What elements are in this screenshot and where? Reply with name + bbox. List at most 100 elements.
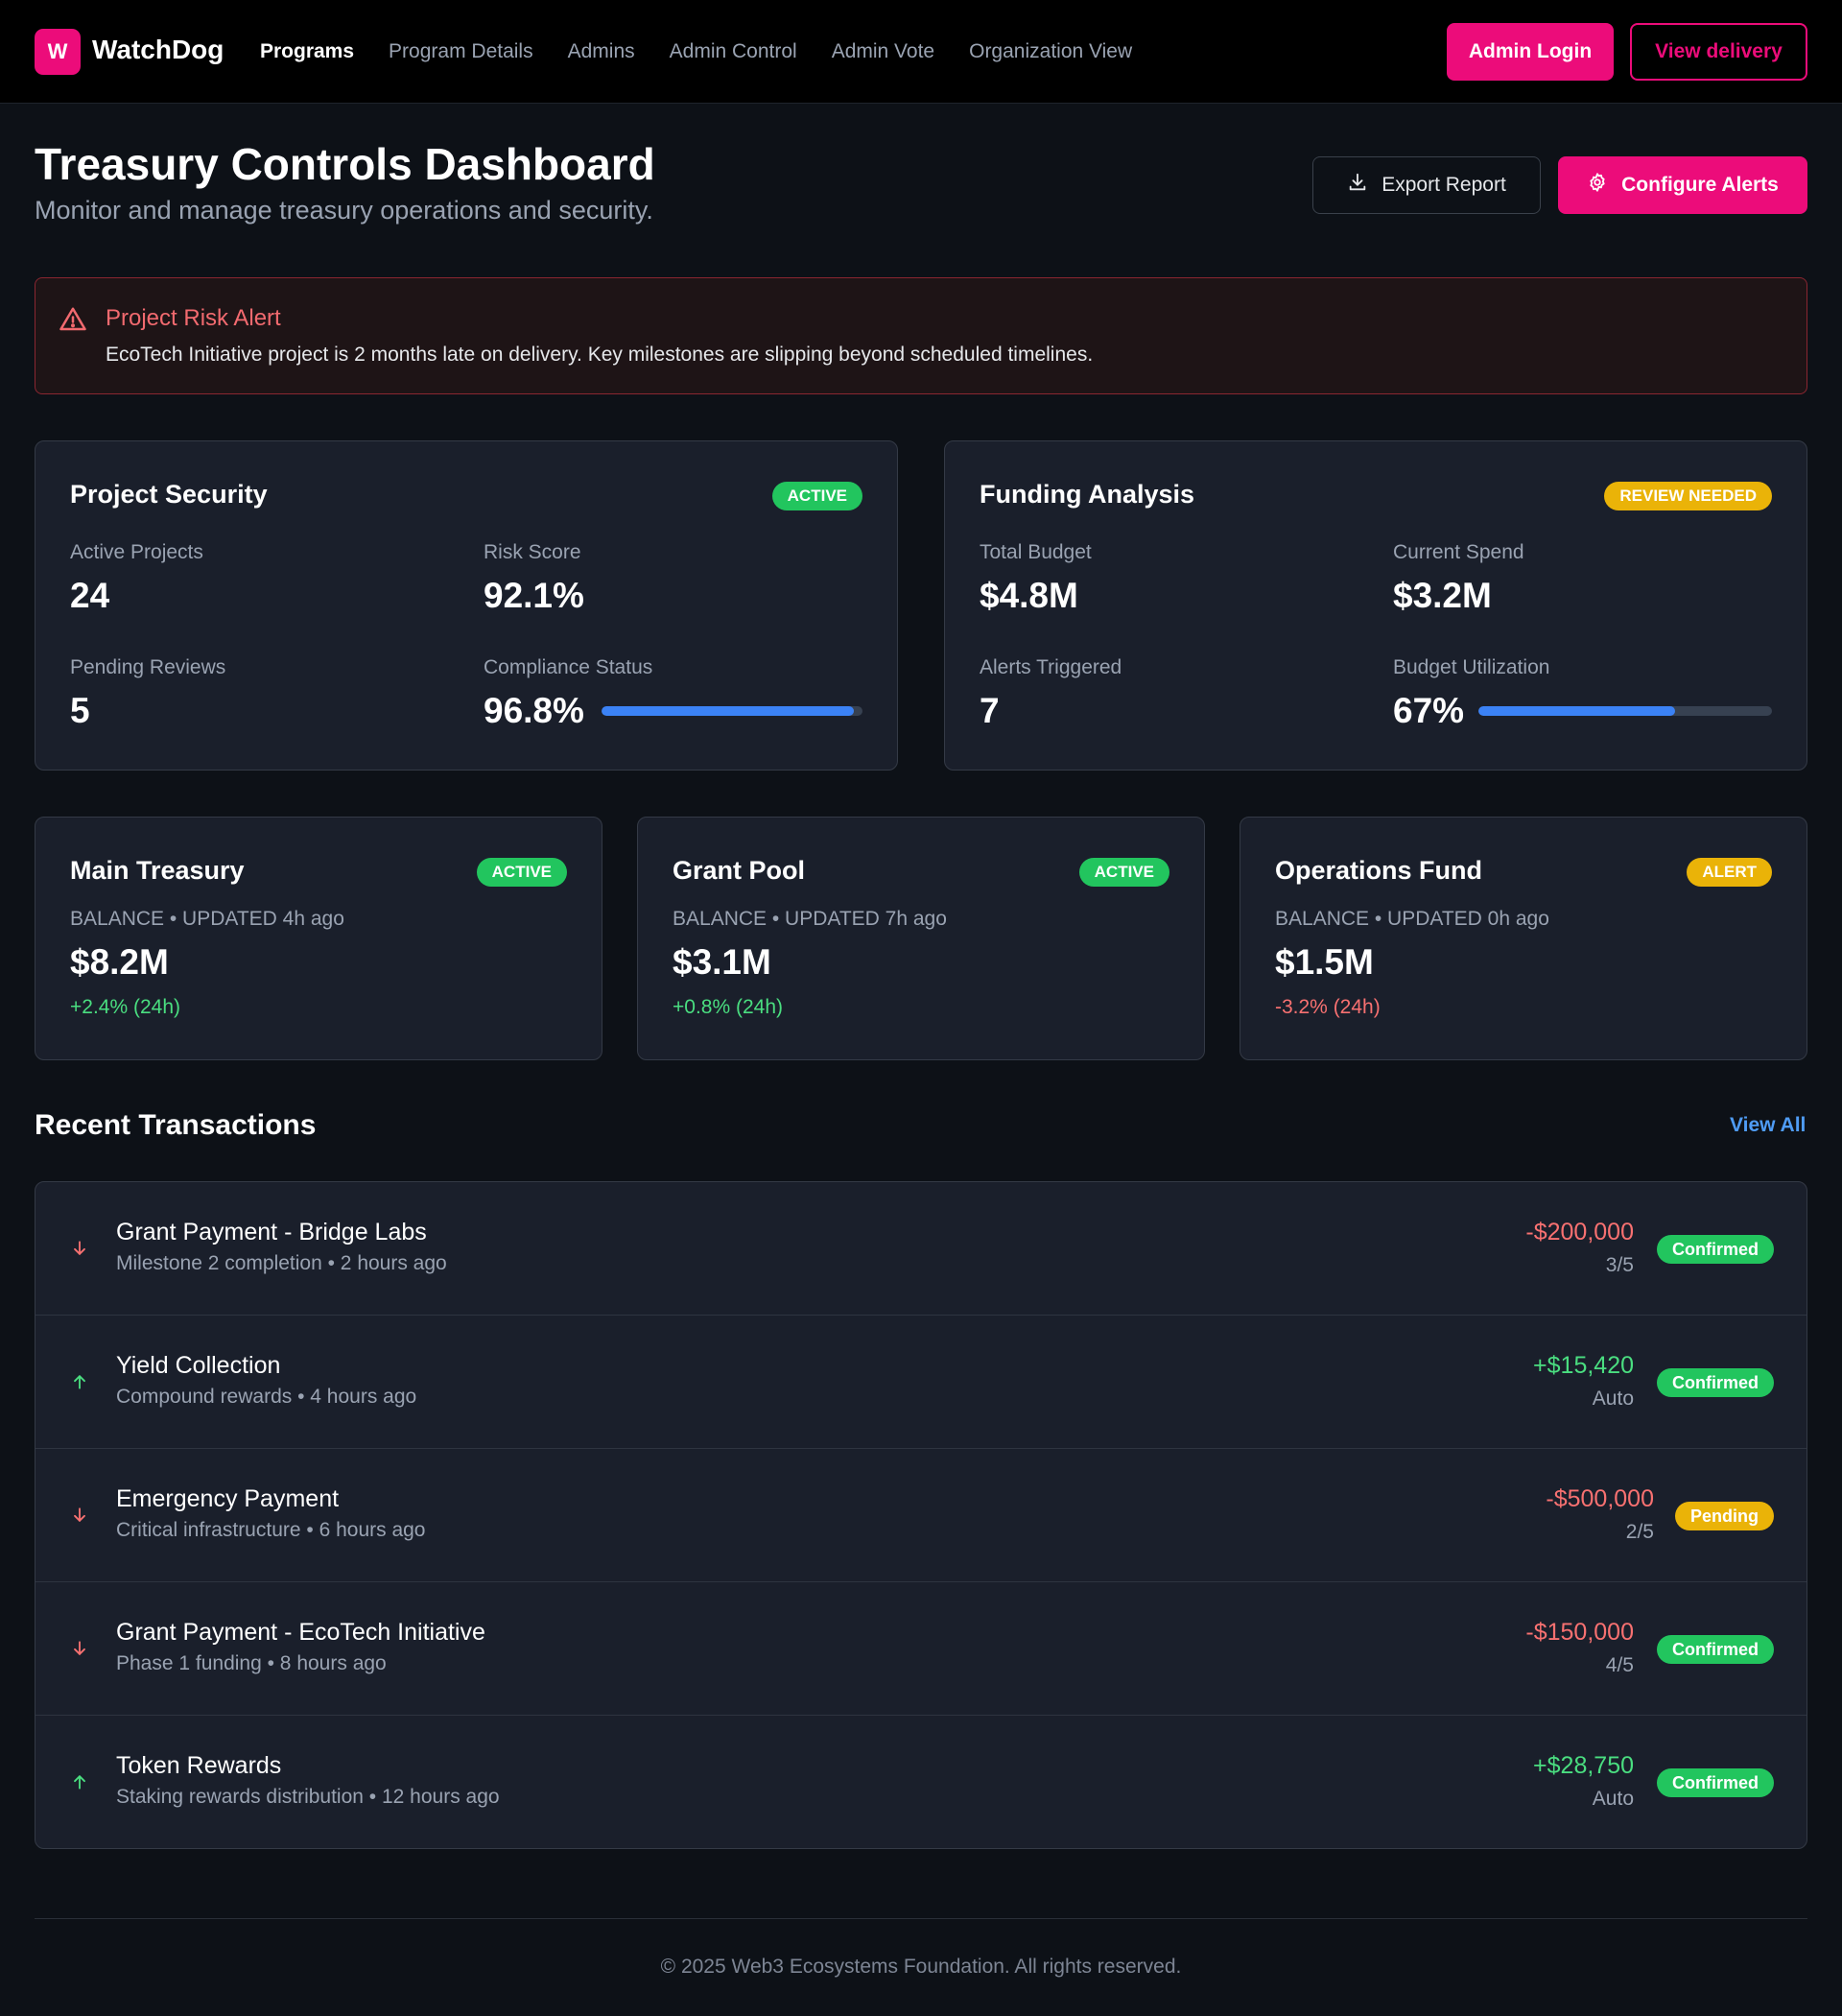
status-badge: ACTIVE: [476, 858, 567, 887]
transaction-details: Staking rewards distribution • 12 hours …: [116, 1786, 500, 1808]
nav-program-details[interactable]: Program Details: [389, 40, 533, 62]
funding-analysis-card: Funding Analysis REVIEW NEEDED Total Bud…: [944, 440, 1807, 771]
stat-value: 67%: [1393, 691, 1465, 730]
transaction-row[interactable]: Yield Collection Compound rewards • 4 ho…: [35, 1316, 1807, 1449]
main-nav: Programs Program Details Admins Admin Co…: [260, 38, 1167, 65]
brand-name[interactable]: WatchDog: [92, 35, 224, 64]
status-badge: REVIEW NEEDED: [1604, 482, 1772, 510]
treasury-change: -3.2% (24h): [1275, 996, 1381, 1018]
status-badge: ALERT: [1687, 858, 1772, 887]
status-badge: Confirmed: [1657, 1235, 1774, 1264]
transaction-details: Compound rewards • 4 hours ago: [116, 1386, 417, 1408]
treasury-meta: BALANCE • UPDATED 7h ago: [673, 908, 947, 930]
logo-badge[interactable]: W: [35, 29, 81, 75]
arrow-up-icon: [70, 1371, 89, 1397]
treasury-name: Operations Fund: [1275, 856, 1482, 885]
nav-programs[interactable]: Programs: [260, 40, 355, 62]
transaction-details: Phase 1 funding • 8 hours ago: [116, 1652, 387, 1674]
view-all-link[interactable]: View All: [1730, 1114, 1807, 1136]
export-report-label: Export Report: [1382, 174, 1506, 196]
transaction-row[interactable]: Grant Payment - EcoTech Initiative Phase…: [35, 1582, 1807, 1716]
footer-divider: [35, 1918, 1807, 1919]
stat-label: Compliance Status: [484, 656, 653, 678]
status-badge: Confirmed: [1657, 1768, 1774, 1797]
transaction-title: Grant Payment - EcoTech Initiative: [116, 1619, 485, 1646]
stat-label: Alerts Triggered: [980, 656, 1122, 678]
treasury-balance: $8.2M: [70, 942, 169, 982]
arrow-down-icon: [70, 1238, 89, 1264]
transaction-amount: -$150,000: [1525, 1619, 1634, 1646]
configure-alerts-button[interactable]: Configure Alerts: [1558, 156, 1807, 214]
transaction-title: Grant Payment - Bridge Labs: [116, 1219, 427, 1245]
nav-admin-control[interactable]: Admin Control: [669, 40, 797, 62]
stat-label: Total Budget: [980, 541, 1092, 563]
transaction-amount: +$28,750: [1533, 1752, 1634, 1779]
stat-value: 92.1%: [484, 576, 584, 615]
stat-label: Current Spend: [1393, 541, 1524, 563]
alert-title: Project Risk Alert: [106, 305, 281, 331]
transaction-amount-group: +$15,420 Auto: [1533, 1352, 1634, 1411]
admin-login-button[interactable]: Admin Login: [1447, 23, 1614, 81]
stat-label: Budget Utilization: [1393, 656, 1550, 678]
transaction-row[interactable]: Emergency Payment Critical infrastructur…: [35, 1449, 1807, 1582]
stat-value: 24: [70, 576, 110, 615]
treasury-balance: $1.5M: [1275, 942, 1374, 982]
transaction-amount-group: -$500,000 2/5: [1546, 1485, 1654, 1544]
project-security-card: Project Security ACTIVE Active Projects …: [35, 440, 898, 771]
transaction-title: Yield Collection: [116, 1352, 281, 1379]
transaction-signatures: 4/5: [1605, 1654, 1634, 1676]
arrow-up-icon: [70, 1771, 89, 1797]
transaction-amount-group: -$200,000 3/5: [1525, 1219, 1634, 1277]
download-icon: [1347, 172, 1368, 199]
nav-admin-vote[interactable]: Admin Vote: [831, 40, 935, 62]
nav-organization-view[interactable]: Organization View: [969, 40, 1133, 62]
stat-value: $3.2M: [1393, 576, 1492, 615]
card-title: Project Security: [70, 480, 268, 509]
treasury-name: Grant Pool: [673, 856, 806, 885]
gear-icon: [1587, 172, 1608, 199]
page-subtitle: Monitor and manage treasury operations a…: [35, 196, 653, 225]
arrow-down-icon: [70, 1505, 89, 1530]
transaction-signatures: 3/5: [1605, 1254, 1634, 1276]
treasury-balance: $3.1M: [673, 942, 771, 982]
transaction-row[interactable]: Grant Payment - Bridge Labs Milestone 2 …: [35, 1182, 1807, 1316]
transaction-signatures: 2/5: [1625, 1521, 1654, 1543]
transaction-details: Milestone 2 completion • 2 hours ago: [116, 1252, 447, 1274]
alert-message: EcoTech Initiative project is 2 months l…: [106, 344, 1094, 366]
transaction-title: Emergency Payment: [116, 1485, 340, 1512]
transactions-heading: Recent Transactions: [35, 1109, 317, 1141]
stat-value: 5: [70, 691, 90, 730]
treasury-meta: BALANCE • UPDATED 0h ago: [1275, 908, 1549, 930]
transaction-amount-group: +$28,750 Auto: [1533, 1752, 1634, 1811]
footer-copyright: © 2025 Web3 Ecosystems Foundation. All r…: [660, 1956, 1182, 1978]
transaction-signatures: Auto: [1592, 1387, 1634, 1410]
view-delivery-button[interactable]: View delivery: [1630, 23, 1807, 81]
nav-admins[interactable]: Admins: [567, 40, 635, 62]
stat-value: 7: [980, 691, 1000, 730]
arrow-down-icon: [70, 1638, 89, 1664]
stat-label: Risk Score: [484, 541, 581, 563]
transactions-list: Grant Payment - Bridge Labs Milestone 2 …: [35, 1181, 1807, 1849]
stat-value: $4.8M: [980, 576, 1078, 615]
stat-label: Pending Reviews: [70, 656, 226, 678]
treasury-card-main[interactable]: Main Treasury ACTIVE BALANCE • UPDATED 4…: [35, 817, 602, 1060]
budget-utilization-bar: [1478, 706, 1772, 716]
transaction-details: Critical infrastructure • 6 hours ago: [116, 1519, 426, 1541]
transaction-row[interactable]: Token Rewards Staking rewards distributi…: [35, 1716, 1807, 1848]
top-navigation-bar: W WatchDog Programs Program Details Admi…: [0, 0, 1842, 104]
transaction-signatures: Auto: [1592, 1788, 1634, 1810]
treasury-card-grant-pool[interactable]: Grant Pool ACTIVE BALANCE • UPDATED 7h a…: [637, 817, 1205, 1060]
transaction-amount-group: -$150,000 4/5: [1525, 1619, 1634, 1677]
treasury-change: +0.8% (24h): [673, 996, 783, 1018]
transaction-amount: -$500,000: [1546, 1485, 1654, 1512]
stat-label: Active Projects: [70, 541, 203, 563]
risk-alert-banner: Project Risk Alert EcoTech Initiative pr…: [35, 277, 1807, 394]
status-badge: ACTIVE: [1078, 858, 1169, 887]
budget-utilization-fill: [1478, 706, 1676, 716]
compliance-progress-fill: [602, 706, 855, 716]
treasury-card-operations[interactable]: Operations Fund ALERT BALANCE • UPDATED …: [1240, 817, 1807, 1060]
export-report-button[interactable]: Export Report: [1312, 156, 1541, 214]
transaction-amount: -$200,000: [1525, 1219, 1634, 1245]
configure-alerts-label: Configure Alerts: [1621, 174, 1779, 196]
card-title: Funding Analysis: [980, 480, 1195, 509]
